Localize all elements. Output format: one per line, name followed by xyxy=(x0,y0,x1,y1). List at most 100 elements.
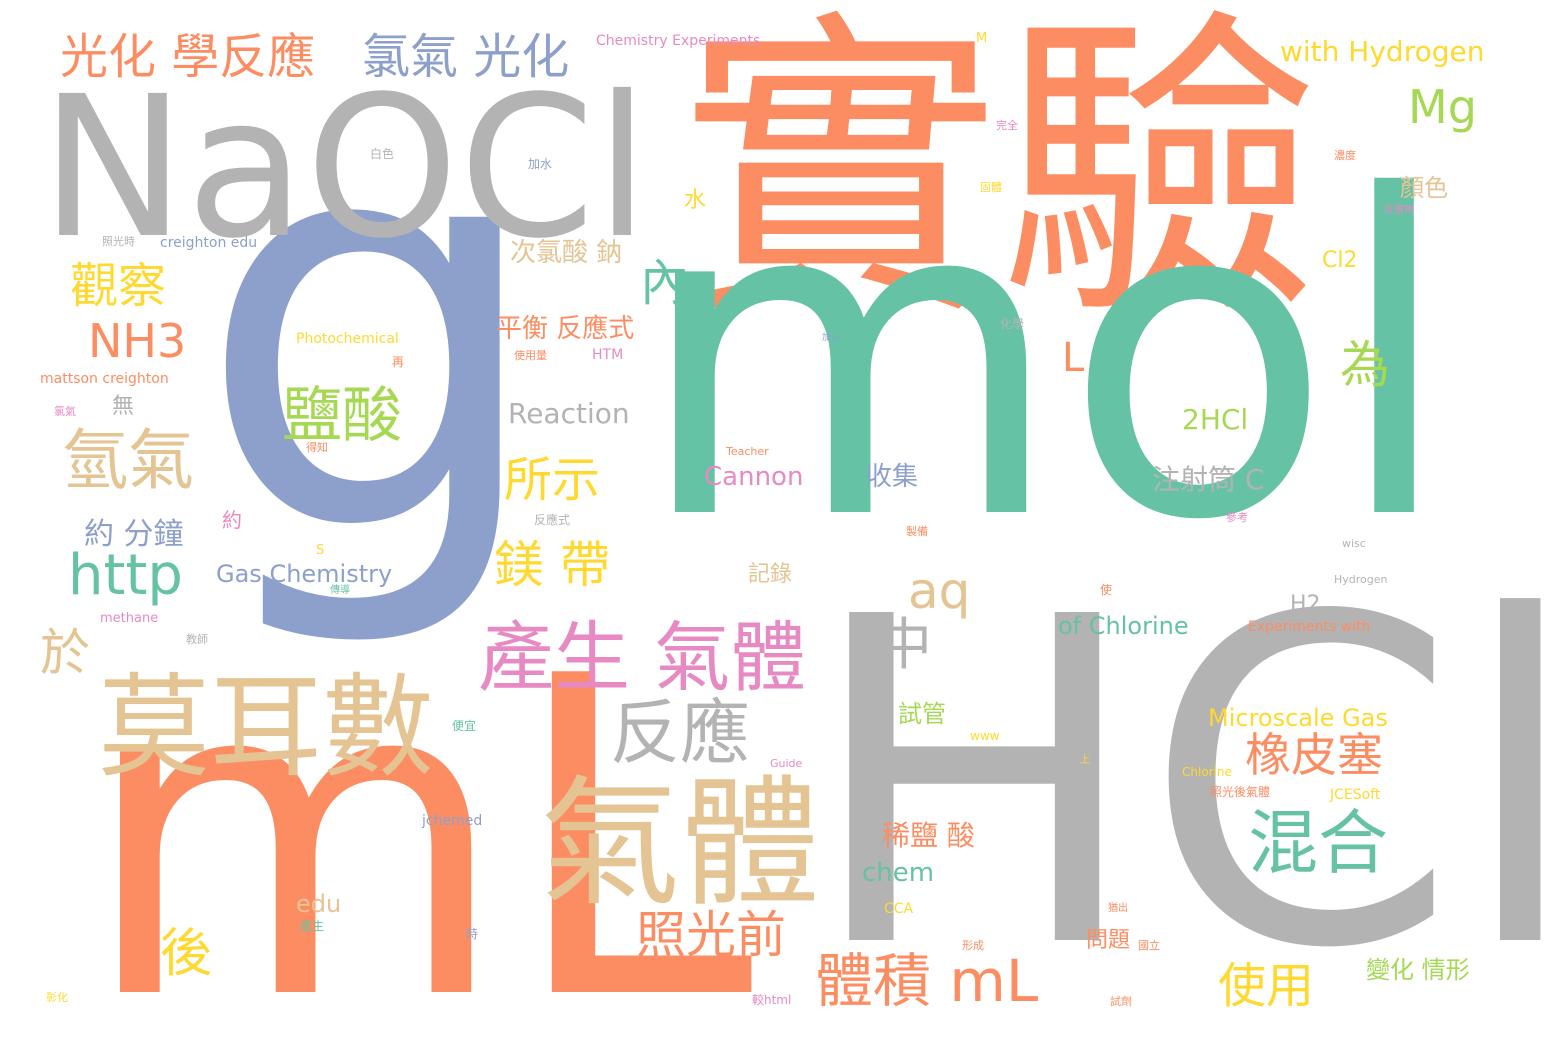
word: 教師 xyxy=(186,633,208,646)
word: 國立 xyxy=(1138,939,1160,952)
word: Chemistry Experiments xyxy=(596,33,761,49)
word: 變化 情形 xyxy=(1366,956,1470,984)
word: CCA xyxy=(884,901,914,917)
word: 白色 xyxy=(370,147,395,161)
word: 便宜 xyxy=(452,719,477,733)
word: 無 xyxy=(112,394,135,419)
word: wisc xyxy=(1342,537,1366,550)
word: 濃度 xyxy=(1334,149,1356,162)
word: http xyxy=(68,543,183,608)
word: 鎂 帶 xyxy=(494,536,610,594)
word: 內 xyxy=(640,254,690,312)
word: 平衡 反應式 xyxy=(496,314,635,344)
word: 試劑 xyxy=(1110,995,1132,1008)
word: 注射筒 xyxy=(432,963,469,977)
word: 氯氣 xyxy=(54,405,76,418)
word: 使用量 xyxy=(514,349,547,362)
word: 莫耳數 xyxy=(98,663,434,793)
word: NH3 xyxy=(88,314,187,368)
word: 試管 xyxy=(898,700,946,728)
word: JCESoft xyxy=(1330,787,1381,803)
word: 反應物 xyxy=(1384,205,1414,216)
word: g xyxy=(195,4,551,656)
word: Guide xyxy=(770,757,803,770)
word: 使 xyxy=(1100,583,1113,597)
word: HTM xyxy=(592,347,624,363)
word: 鹽酸 xyxy=(282,381,402,451)
word: 參考 xyxy=(1226,511,1248,524)
word: 約 xyxy=(222,508,242,532)
word: 固體 xyxy=(980,181,1002,194)
word: 氣體 xyxy=(540,763,821,926)
word: HCl xyxy=(805,523,1548,1047)
word: 稀鹽 酸 xyxy=(882,819,975,852)
word: 本實驗 xyxy=(924,751,961,765)
word: 次氯酸 鈉 xyxy=(510,238,623,268)
word: 收集 xyxy=(866,462,919,492)
word: 猶出 xyxy=(1108,903,1128,914)
word: mL xyxy=(80,584,754,1052)
word: jchemed xyxy=(422,813,483,829)
word: 再 xyxy=(392,355,405,369)
word: 2HCl xyxy=(1182,403,1249,436)
word: Hydrogen xyxy=(1334,573,1388,586)
word: 於 xyxy=(40,624,90,682)
word: 光化 學反應 xyxy=(60,29,316,85)
word: 氫氣 xyxy=(62,422,194,499)
word: 加水 xyxy=(528,157,553,171)
word: 水 xyxy=(684,188,707,213)
word: NaOCl xyxy=(40,54,650,281)
word: methane xyxy=(100,611,159,626)
word: M xyxy=(976,31,988,46)
word: Mg xyxy=(1408,80,1477,134)
word: S xyxy=(316,543,325,558)
word: 所示 xyxy=(504,452,601,508)
word: 顏色 xyxy=(1400,174,1448,202)
word: 實驗 xyxy=(680,0,1320,358)
word: 製備 xyxy=(906,525,928,538)
word: 約 分鐘 xyxy=(84,517,184,552)
word: 上 xyxy=(1080,755,1090,766)
word: 橡皮塞 xyxy=(1245,728,1383,782)
word: 後 xyxy=(160,924,213,984)
word: of Chlorine xyxy=(1058,612,1189,640)
word: 使用 xyxy=(1218,958,1315,1014)
word: Cl2 xyxy=(1322,248,1358,273)
word: Photochemical xyxy=(296,331,399,347)
word: 得知 xyxy=(306,441,328,454)
word: Cannon xyxy=(704,462,804,492)
word: 問題 xyxy=(1086,928,1131,953)
word: creighton edu xyxy=(160,235,258,251)
word: Gas Chemistry xyxy=(216,560,393,588)
word: aq xyxy=(908,562,971,620)
word: chem xyxy=(862,858,935,888)
word: 照光前 xyxy=(636,906,786,964)
word: 完全 xyxy=(996,119,1018,132)
word: Reaction xyxy=(508,397,630,430)
word: mol xyxy=(635,104,1456,616)
word: 化學 xyxy=(1000,317,1025,331)
word: 觀察 xyxy=(70,258,167,314)
word: 為 xyxy=(1340,336,1390,394)
word: 時 xyxy=(466,927,479,941)
word: 體積 mL xyxy=(815,947,1039,1015)
word: with Hydrogen xyxy=(1280,35,1485,68)
word: 反應 xyxy=(610,692,750,774)
word: L xyxy=(1062,335,1085,381)
word: www xyxy=(970,729,1000,743)
word: 中 xyxy=(876,613,932,678)
word: 彰化 xyxy=(46,991,68,1004)
word: 照光後氣體 xyxy=(1210,785,1271,799)
word: 照光時 xyxy=(102,235,135,248)
word: edu xyxy=(296,890,342,918)
word: Teacher xyxy=(726,445,769,458)
word: Experiments with xyxy=(1248,619,1371,635)
word: 氯氣 光化 xyxy=(362,29,570,85)
word: mattson creighton xyxy=(40,371,169,387)
word: 注射筒 C xyxy=(1152,463,1265,496)
word: 傳導 xyxy=(330,585,350,596)
word: 混合 xyxy=(1248,802,1388,884)
word: 形成 xyxy=(962,939,984,952)
word: 加入 xyxy=(822,333,841,343)
